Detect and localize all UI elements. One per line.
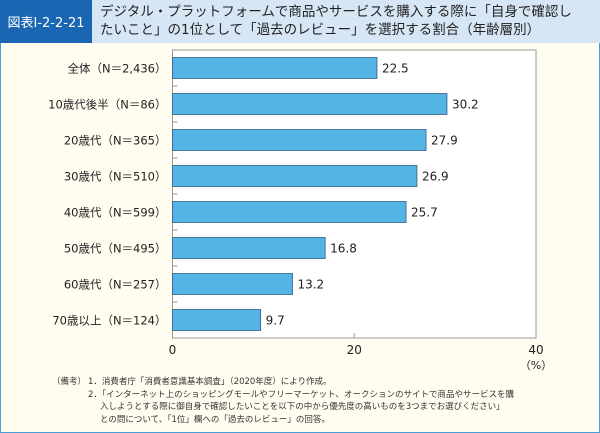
figure-header: 図表Ⅰ-2-2-21 デジタル・プラットフォームで商品やサービスを購入する際に「… bbox=[0, 0, 600, 43]
data-label: 27.9 bbox=[431, 134, 458, 148]
x-tick-label: 20 bbox=[347, 343, 362, 357]
category-label: 10歳代後半（N＝86） bbox=[48, 98, 166, 112]
figure-title: デジタル・プラットフォームで商品やサービスを購入する際に「自身で確認し たいこと… bbox=[100, 3, 596, 39]
category-label: 60歳代（N＝257） bbox=[64, 278, 167, 292]
data-label: 16.8 bbox=[330, 242, 357, 256]
note-2: 2．「インターネット上のショッピングモールやフリーマーケット、オークションのサイ… bbox=[88, 389, 514, 400]
category-label: 50歳代（N＝495） bbox=[64, 242, 167, 256]
note-2-cont: 入しようとする際に御自身で確認したいことを以下の中から優先度の高いものを3つまで… bbox=[100, 402, 505, 412]
data-label: 13.2 bbox=[297, 278, 324, 292]
category-label: 20歳代（N＝365） bbox=[64, 134, 167, 148]
title-line-1: デジタル・プラットフォームで商品やサービスを購入する際に「自身で確認し bbox=[100, 4, 572, 20]
x-tick-label: 40 bbox=[528, 343, 543, 357]
category-label: 全体（N＝2,436） bbox=[67, 62, 166, 76]
bar bbox=[172, 57, 378, 79]
category-label: 40歳代（N＝599） bbox=[64, 206, 167, 220]
category-label: 30歳代（N＝510） bbox=[64, 170, 167, 184]
bar bbox=[172, 309, 262, 331]
data-label: 22.5 bbox=[382, 62, 409, 76]
category-label: 70歳以上（N＝124） bbox=[52, 314, 166, 328]
x-axis-label: （%） bbox=[520, 359, 552, 372]
notes-label: （備考） bbox=[52, 377, 87, 387]
title-line-2: たいこと」の1位として「過去のレビュー」を選択する割合（年齢層別） bbox=[100, 22, 541, 38]
data-label: 9.7 bbox=[266, 314, 285, 328]
bar bbox=[172, 273, 293, 295]
data-label: 26.9 bbox=[422, 170, 449, 184]
data-label: 25.7 bbox=[411, 206, 438, 220]
x-tick-label: 0 bbox=[169, 343, 177, 357]
bar bbox=[172, 93, 448, 115]
notes: （備考） 1．消費者庁「消費者意識基本調査」（2020年度）により作成。 2．「イ… bbox=[52, 376, 514, 426]
data-label: 30.2 bbox=[452, 98, 479, 112]
bar bbox=[172, 201, 407, 223]
bar bbox=[172, 129, 427, 151]
note-2-cont2: との問について、「1位」欄への「過去のレビュー」の回答。 bbox=[100, 414, 330, 425]
note-1: 1．消費者庁「消費者意識基本調査」（2020年度）により作成。 bbox=[88, 377, 332, 387]
bar bbox=[172, 165, 418, 187]
bar bbox=[172, 237, 326, 259]
figure-number: 図表Ⅰ-2-2-21 bbox=[0, 0, 92, 43]
